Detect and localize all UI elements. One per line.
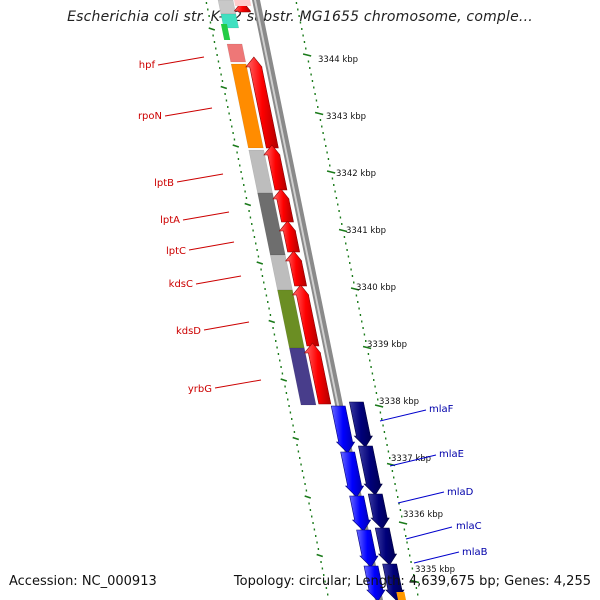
tick-mark: [314, 111, 324, 116]
gene-label-lptB[interactable]: lptB: [154, 178, 174, 189]
gene-label-lptA[interactable]: lptA: [160, 215, 180, 226]
gene-arrows: [233, 0, 406, 600]
gene-arrow-mlaB: [363, 565, 386, 600]
leader-line-kdsC: [195, 275, 242, 285]
leader-line-lptC: [188, 241, 235, 251]
accession-text: Accession: NC_000913: [9, 574, 157, 589]
tick-mark: [232, 144, 240, 148]
gene-label-kdsC[interactable]: kdsC: [169, 279, 193, 290]
gene-block-rpoN: [230, 63, 264, 149]
leader-line-mlaF: [379, 409, 427, 422]
gene-arrow-mlaC: [356, 529, 379, 568]
scale-label: 3341 kbp: [346, 226, 386, 236]
tick-mark: [316, 553, 324, 558]
gene-label-mlaB[interactable]: mlaB: [462, 547, 488, 558]
gene-block-hpf: [226, 43, 247, 63]
tick-mark: [304, 495, 312, 499]
gene-arrow-navy-1: [349, 401, 373, 448]
scale-label: 3336 kbp: [403, 510, 443, 520]
tick-mark: [292, 436, 300, 441]
leader-line-mlaB: [413, 551, 460, 564]
genome-summary: Topology: circular; Length: 4,639,675 bp…: [233, 574, 591, 589]
gene-label-yrbG[interactable]: yrbG: [188, 384, 212, 395]
tick-mark: [326, 170, 336, 174]
gene-label-lptC[interactable]: lptC: [166, 246, 186, 257]
scale-labels: 3344 kbp 3343 kbp 3342 kbp 3341 kbp 3340…: [318, 55, 455, 575]
gene-block-green: [220, 24, 231, 40]
scale-label: 3339 kbp: [367, 340, 407, 350]
leader-line-mlaE: [389, 454, 437, 467]
tick-mark: [362, 345, 372, 350]
gene-arrow-mlaE: [340, 451, 365, 498]
tick-mark: [220, 85, 228, 90]
tick-mark: [280, 378, 288, 382]
gene-arrow-navy-3: [367, 493, 390, 530]
tick-mark: [398, 521, 408, 525]
leader-line-mlaD: [397, 491, 445, 504]
tick-mark: [244, 202, 252, 207]
gene-label-mlaD[interactable]: mlaD: [447, 487, 474, 498]
gene-arrow-top: [233, 0, 252, 13]
gene-labels-left: hpf rpoN lptB lptA lptC kdsC kdsD yrbG: [138, 56, 262, 395]
leader-line-hpf: [157, 56, 205, 66]
tick-mark: [208, 27, 216, 31]
gene-arrow-stub: [234, 0, 252, 6]
gene-labels-right: mlaF mlaE mlaD mlaC mlaB: [379, 404, 488, 564]
leader-line-lptA: [182, 211, 230, 221]
tick-mark: [338, 228, 348, 233]
gene-arrow-mlaF: [330, 405, 356, 454]
scale-label: 3340 kbp: [356, 283, 396, 293]
leader-line-yrbG: [214, 379, 262, 389]
scale-label: 3342 kbp: [336, 169, 376, 179]
gene-label-mlaC[interactable]: mlaC: [456, 521, 482, 532]
scale-label: 3343 kbp: [326, 112, 366, 122]
gene-arrow-yrbG: [303, 342, 332, 405]
leader-line-rpoN: [164, 107, 213, 117]
map-title: Escherichia coli str. K-12 substr. MG165…: [67, 9, 533, 25]
leader-line-mlaC: [405, 526, 453, 540]
tick-marks: [205, 1, 420, 596]
scale-label: 3344 kbp: [318, 55, 358, 65]
scale-label: 3335 kbp: [415, 565, 455, 575]
gene-blocks: [217, 0, 317, 406]
tick-mark: [374, 404, 384, 408]
tick-mark: [350, 287, 360, 291]
gene-arrow-navy-4: [374, 527, 398, 566]
gene-label-rpoN[interactable]: rpoN: [138, 111, 162, 122]
scale-label: 3338 kbp: [379, 397, 419, 407]
scale-label: 3337 kbp: [391, 454, 431, 464]
leader-line-kdsD: [203, 321, 250, 331]
tick-mark: [410, 579, 420, 584]
gene-arrow-mlaD: [349, 495, 372, 532]
gene-label-kdsD[interactable]: kdsD: [176, 326, 201, 337]
tick-mark: [256, 261, 264, 265]
gene-label-mlaF[interactable]: mlaF: [429, 404, 454, 415]
gene-label-hpf[interactable]: hpf: [139, 60, 156, 71]
tick-mark: [268, 319, 276, 324]
gene-label-mlaE[interactable]: mlaE: [439, 449, 464, 460]
tick-mark: [302, 53, 312, 57]
gene-block-orange: [396, 592, 406, 600]
gene-block-yrbG: [289, 347, 317, 406]
gene-arrow-navy-2: [358, 445, 383, 496]
gene-block-upstream: [217, 0, 237, 15]
leader-line-lptB: [176, 173, 224, 183]
